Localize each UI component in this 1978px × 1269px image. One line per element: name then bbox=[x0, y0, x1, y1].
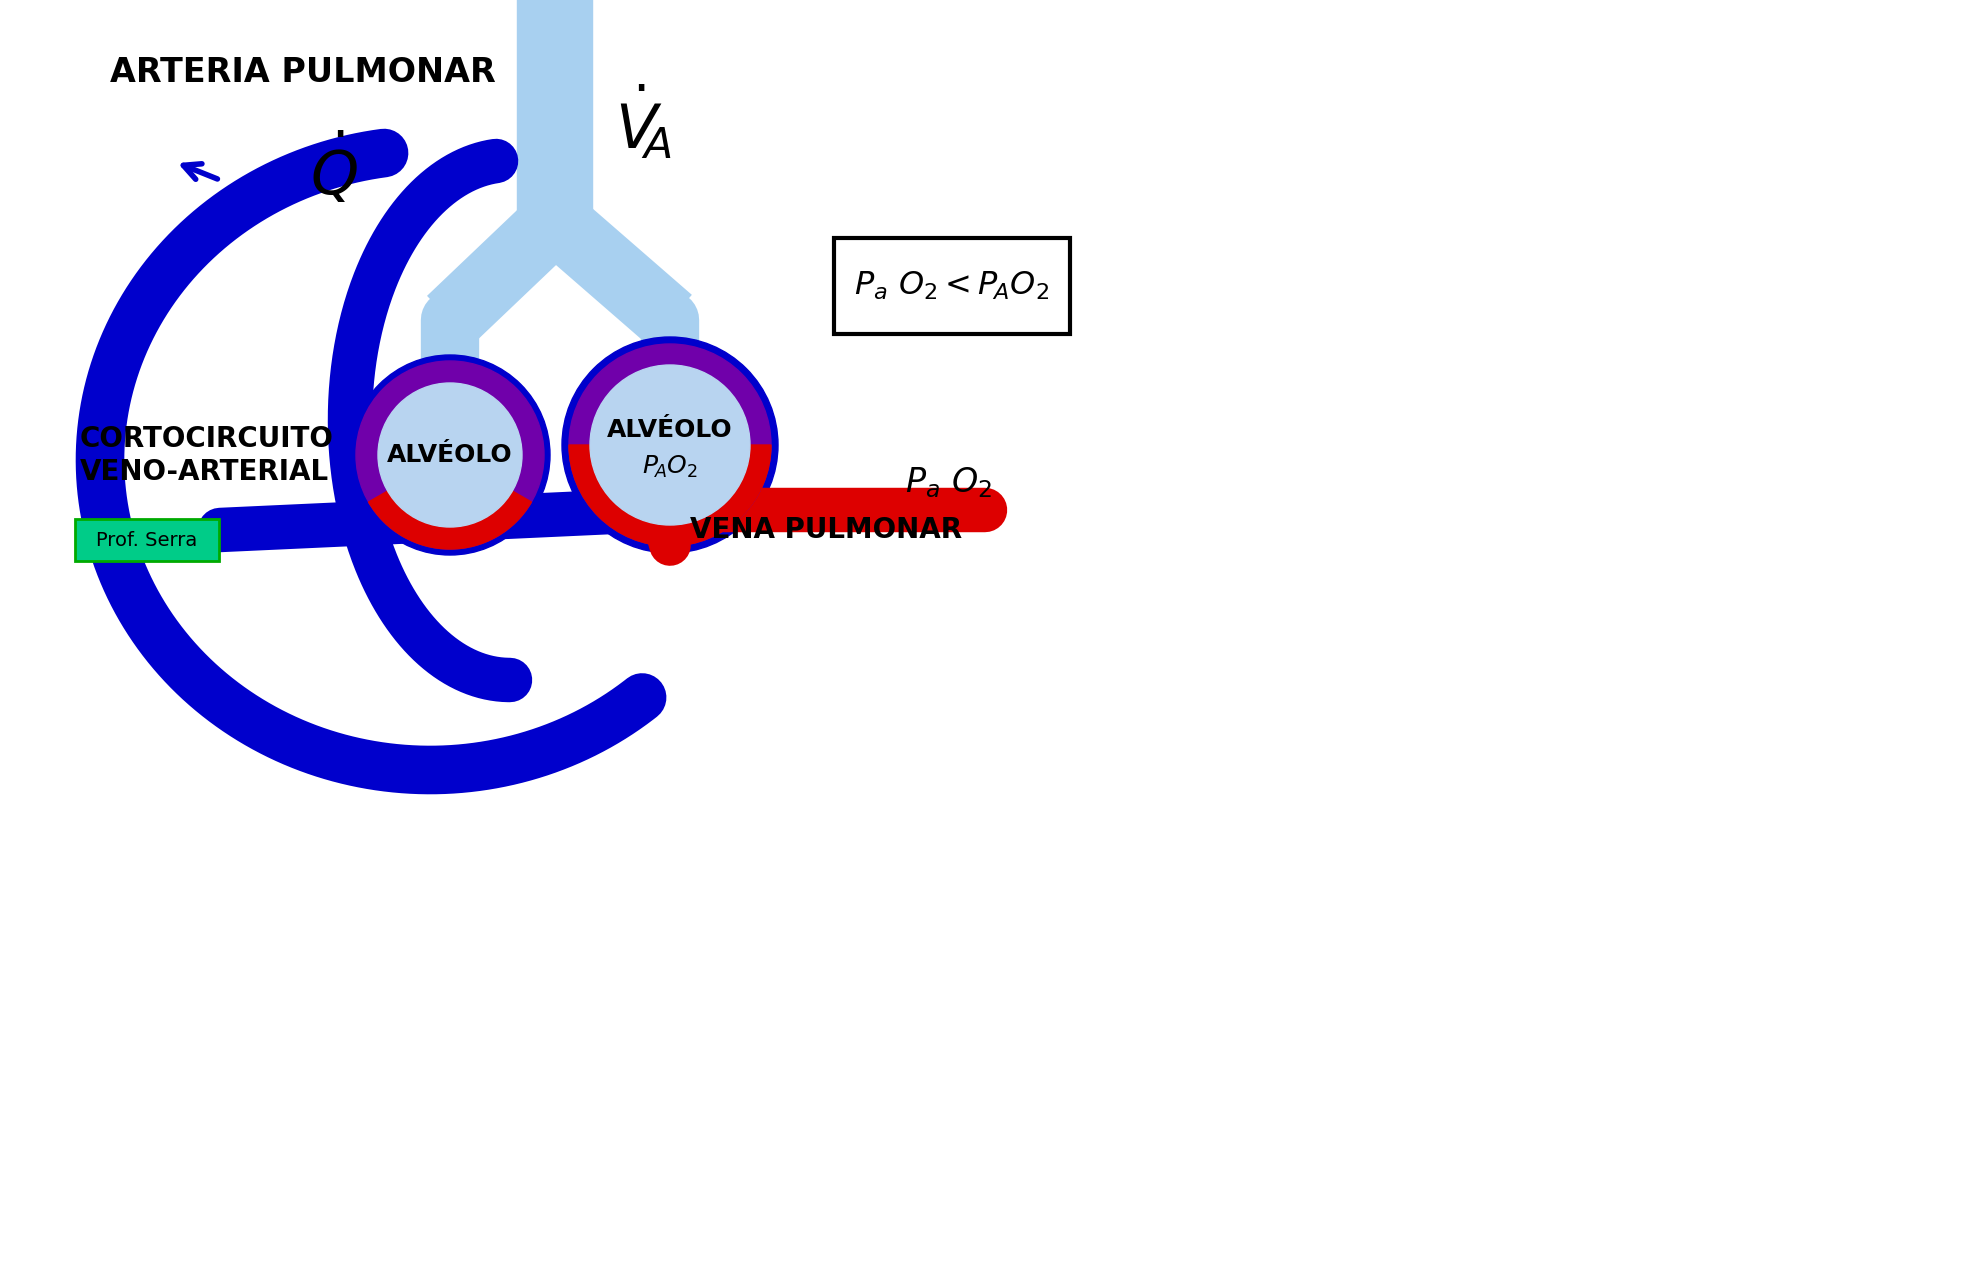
Text: $P_{\!A}O_2$: $P_{\!A}O_2$ bbox=[643, 454, 698, 480]
Text: VENA PULMONAR: VENA PULMONAR bbox=[690, 516, 961, 544]
Text: $\dot{Q}$: $\dot{Q}$ bbox=[311, 132, 358, 208]
Wedge shape bbox=[570, 445, 771, 546]
Text: ARTERIA PULMONAR: ARTERIA PULMONAR bbox=[111, 56, 496, 89]
Text: $P_a\ O_2 < P_{\!A}O_2$: $P_a\ O_2 < P_{\!A}O_2$ bbox=[854, 270, 1050, 302]
Text: $P_a\ O_2$: $P_a\ O_2$ bbox=[906, 464, 993, 500]
Text: CORTOCIRCUITO: CORTOCIRCUITO bbox=[79, 425, 334, 453]
Circle shape bbox=[570, 344, 771, 546]
FancyBboxPatch shape bbox=[75, 519, 220, 561]
Circle shape bbox=[589, 365, 750, 525]
Text: VENO-ARTERIAL: VENO-ARTERIAL bbox=[79, 458, 328, 486]
Circle shape bbox=[350, 355, 550, 555]
Circle shape bbox=[562, 338, 777, 553]
Circle shape bbox=[378, 383, 522, 527]
Text: ALVÉOLO: ALVÉOLO bbox=[388, 443, 512, 467]
FancyBboxPatch shape bbox=[835, 239, 1070, 334]
Circle shape bbox=[356, 360, 544, 549]
Text: $\dot{V}_{\!\!A}$: $\dot{V}_{\!\!A}$ bbox=[615, 84, 673, 161]
Text: Prof. Serra: Prof. Serra bbox=[97, 530, 198, 549]
Wedge shape bbox=[368, 456, 532, 549]
Text: ALVÉOLO: ALVÉOLO bbox=[607, 418, 732, 442]
